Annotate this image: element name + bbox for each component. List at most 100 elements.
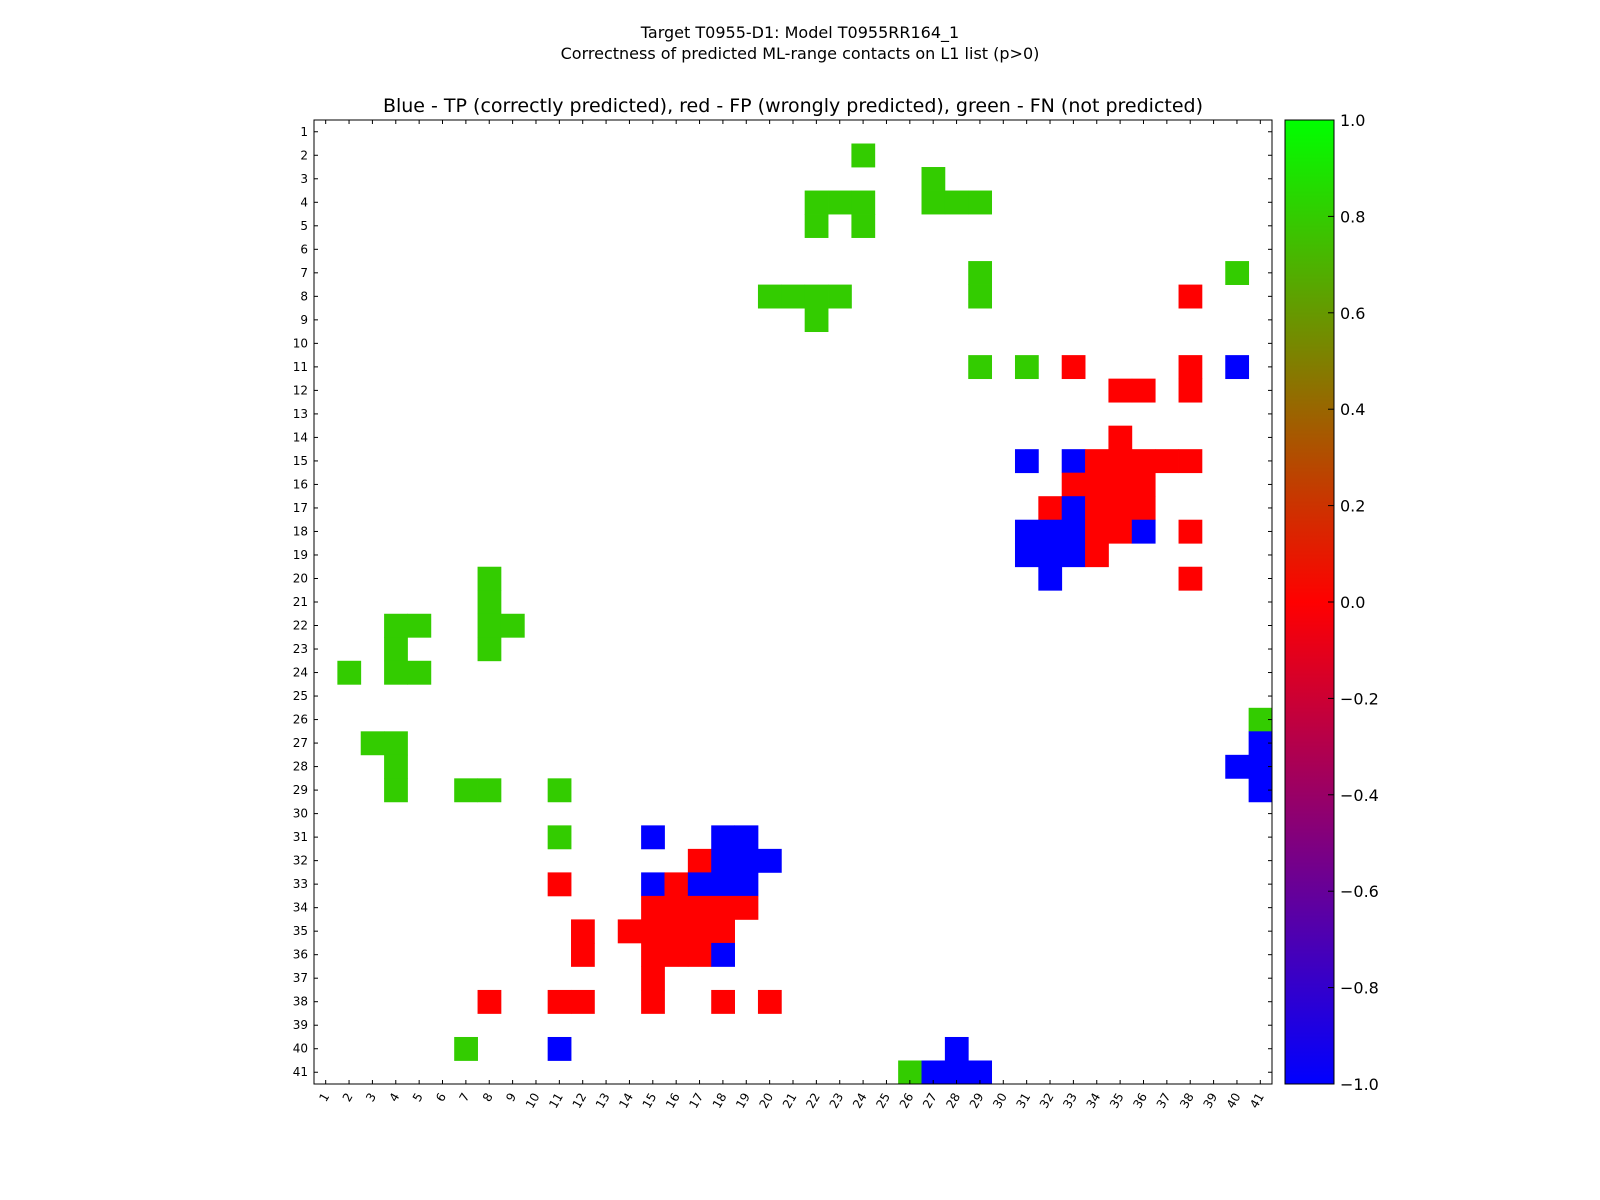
y-tick-label: 23	[293, 642, 308, 656]
y-tick-label: 10	[293, 336, 308, 350]
heatmap-cell	[1108, 519, 1133, 544]
y-tick-label: 32	[293, 854, 308, 868]
heatmap-cell	[1248, 731, 1273, 756]
heatmap-cell	[898, 1060, 922, 1085]
heatmap-cell	[1225, 754, 1250, 779]
y-tick-label: 16	[293, 477, 308, 491]
colorbar-ticks: 1.0 0.8 0.6 0.4 0.2 0.0 −0.2 −0.4 −0.6 −0.8 −1.0	[1328, 111, 1379, 1094]
heatmap-cell	[1038, 566, 1063, 591]
x-tick-label: 27	[920, 1091, 940, 1111]
heatmap-cell	[641, 895, 665, 920]
x-tick-label: 24	[850, 1091, 870, 1111]
heatmap-cell	[734, 825, 759, 850]
x-tick-label: 7	[457, 1091, 473, 1105]
x-tick-label: 8	[480, 1091, 496, 1105]
x-tick-label: 13	[593, 1091, 613, 1111]
heatmap-cell	[1085, 519, 1109, 544]
heatmap-cell	[384, 660, 408, 685]
axes-title: Blue - TP (correctly predicted), red - F…	[383, 95, 1203, 117]
y-tick-label: 14	[293, 430, 308, 444]
heatmap-cell	[407, 660, 432, 685]
heatmap-cell	[734, 872, 759, 897]
x-tick-label: 5	[410, 1091, 426, 1105]
heatmap-cell	[1085, 543, 1109, 568]
y-tick-label: 35	[293, 924, 308, 938]
heatmap-cell	[500, 613, 525, 638]
heatmap-cell	[687, 895, 712, 920]
y-tick-label: 37	[293, 971, 308, 985]
heatmap-cell	[664, 919, 689, 944]
heatmap-cell	[711, 919, 735, 944]
heatmap-cell	[711, 848, 735, 873]
x-tick-label: 12	[570, 1091, 590, 1111]
x-tick-label: 20	[756, 1091, 776, 1111]
heatmap-cell	[384, 637, 408, 662]
heatmap-cell	[641, 966, 665, 991]
x-tick-label: 15	[640, 1091, 660, 1111]
heatmap-cell	[1061, 355, 1086, 380]
heatmap-cell	[711, 825, 735, 850]
x-tick-label: 17	[686, 1091, 706, 1111]
heatmap-cell	[757, 989, 782, 1014]
y-tick-label: 40	[293, 1042, 308, 1056]
colorbar	[1284, 119, 1335, 1085]
y-tick-label: 20	[293, 571, 308, 585]
heatmap-cell	[804, 308, 829, 333]
heatmap-cell	[477, 566, 502, 591]
heatmap-cell	[1061, 519, 1086, 544]
plot-frame	[313, 119, 1273, 1085]
heatmap-cell	[921, 1060, 946, 1085]
y-tick-label: 7	[300, 266, 308, 280]
x-tick-label: 36	[1130, 1091, 1150, 1111]
x-tick-label: 26	[897, 1091, 917, 1111]
heatmap-cell	[851, 214, 876, 238]
heatmap-cell	[804, 190, 829, 215]
heatmap-cell	[1155, 449, 1179, 474]
x-tick-label: 2	[340, 1091, 356, 1105]
heatmap-cell	[571, 989, 595, 1014]
heatmap-cell	[781, 284, 806, 309]
x-tick-label: 14	[616, 1091, 636, 1111]
heatmap-cell	[851, 190, 876, 215]
heatmap-cell	[1108, 449, 1133, 474]
x-tick-label: 10	[523, 1091, 543, 1111]
heatmap-cell	[944, 1036, 969, 1061]
heatmap-cell	[1248, 778, 1273, 803]
colorbar-tick-label: −0.6	[1340, 882, 1379, 901]
heatmap-cell	[1038, 496, 1063, 521]
heatmap-cell	[617, 919, 642, 944]
y-tick-label: 25	[293, 689, 308, 703]
heatmap-cell	[1178, 378, 1203, 403]
x-tick-label: 4	[386, 1091, 402, 1105]
colorbar-tick-label: 0.6	[1340, 304, 1365, 323]
heatmap-cell	[477, 590, 502, 615]
x-tick-label: 3	[363, 1091, 379, 1105]
y-tick-label: 13	[293, 407, 308, 421]
heatmap-cell	[687, 872, 712, 897]
heatmap-cell	[711, 872, 735, 897]
heatmap-cell	[1131, 496, 1156, 521]
heatmap-cell	[1248, 707, 1273, 732]
heatmap-cell	[454, 778, 478, 803]
heatmap-cell	[1108, 378, 1133, 403]
heatmap-cell	[1014, 543, 1039, 568]
y-tick-label: 5	[300, 219, 308, 233]
x-tick-label: 6	[433, 1091, 449, 1105]
y-tick-label: 1	[300, 125, 308, 139]
heatmap-cell	[477, 613, 502, 638]
heatmap-cell	[1061, 472, 1086, 497]
heatmap-cell	[1131, 378, 1156, 403]
y-tick-label: 39	[293, 1018, 308, 1032]
heatmap-cell	[1085, 496, 1109, 521]
y-tick-label: 30	[293, 807, 308, 821]
heatmap-cell	[687, 919, 712, 944]
colorbar-tick-label: −1.0	[1340, 1075, 1379, 1094]
heatmap-cell	[641, 872, 665, 897]
x-tick-label: 38	[1177, 1091, 1197, 1111]
heatmap-cell	[804, 284, 829, 309]
heatmap-cell	[641, 989, 665, 1014]
y-tick-label: 38	[293, 995, 308, 1009]
y-tick-label: 18	[293, 524, 308, 538]
heatmap-cell	[571, 942, 595, 967]
heatmap-cell	[1061, 449, 1086, 474]
